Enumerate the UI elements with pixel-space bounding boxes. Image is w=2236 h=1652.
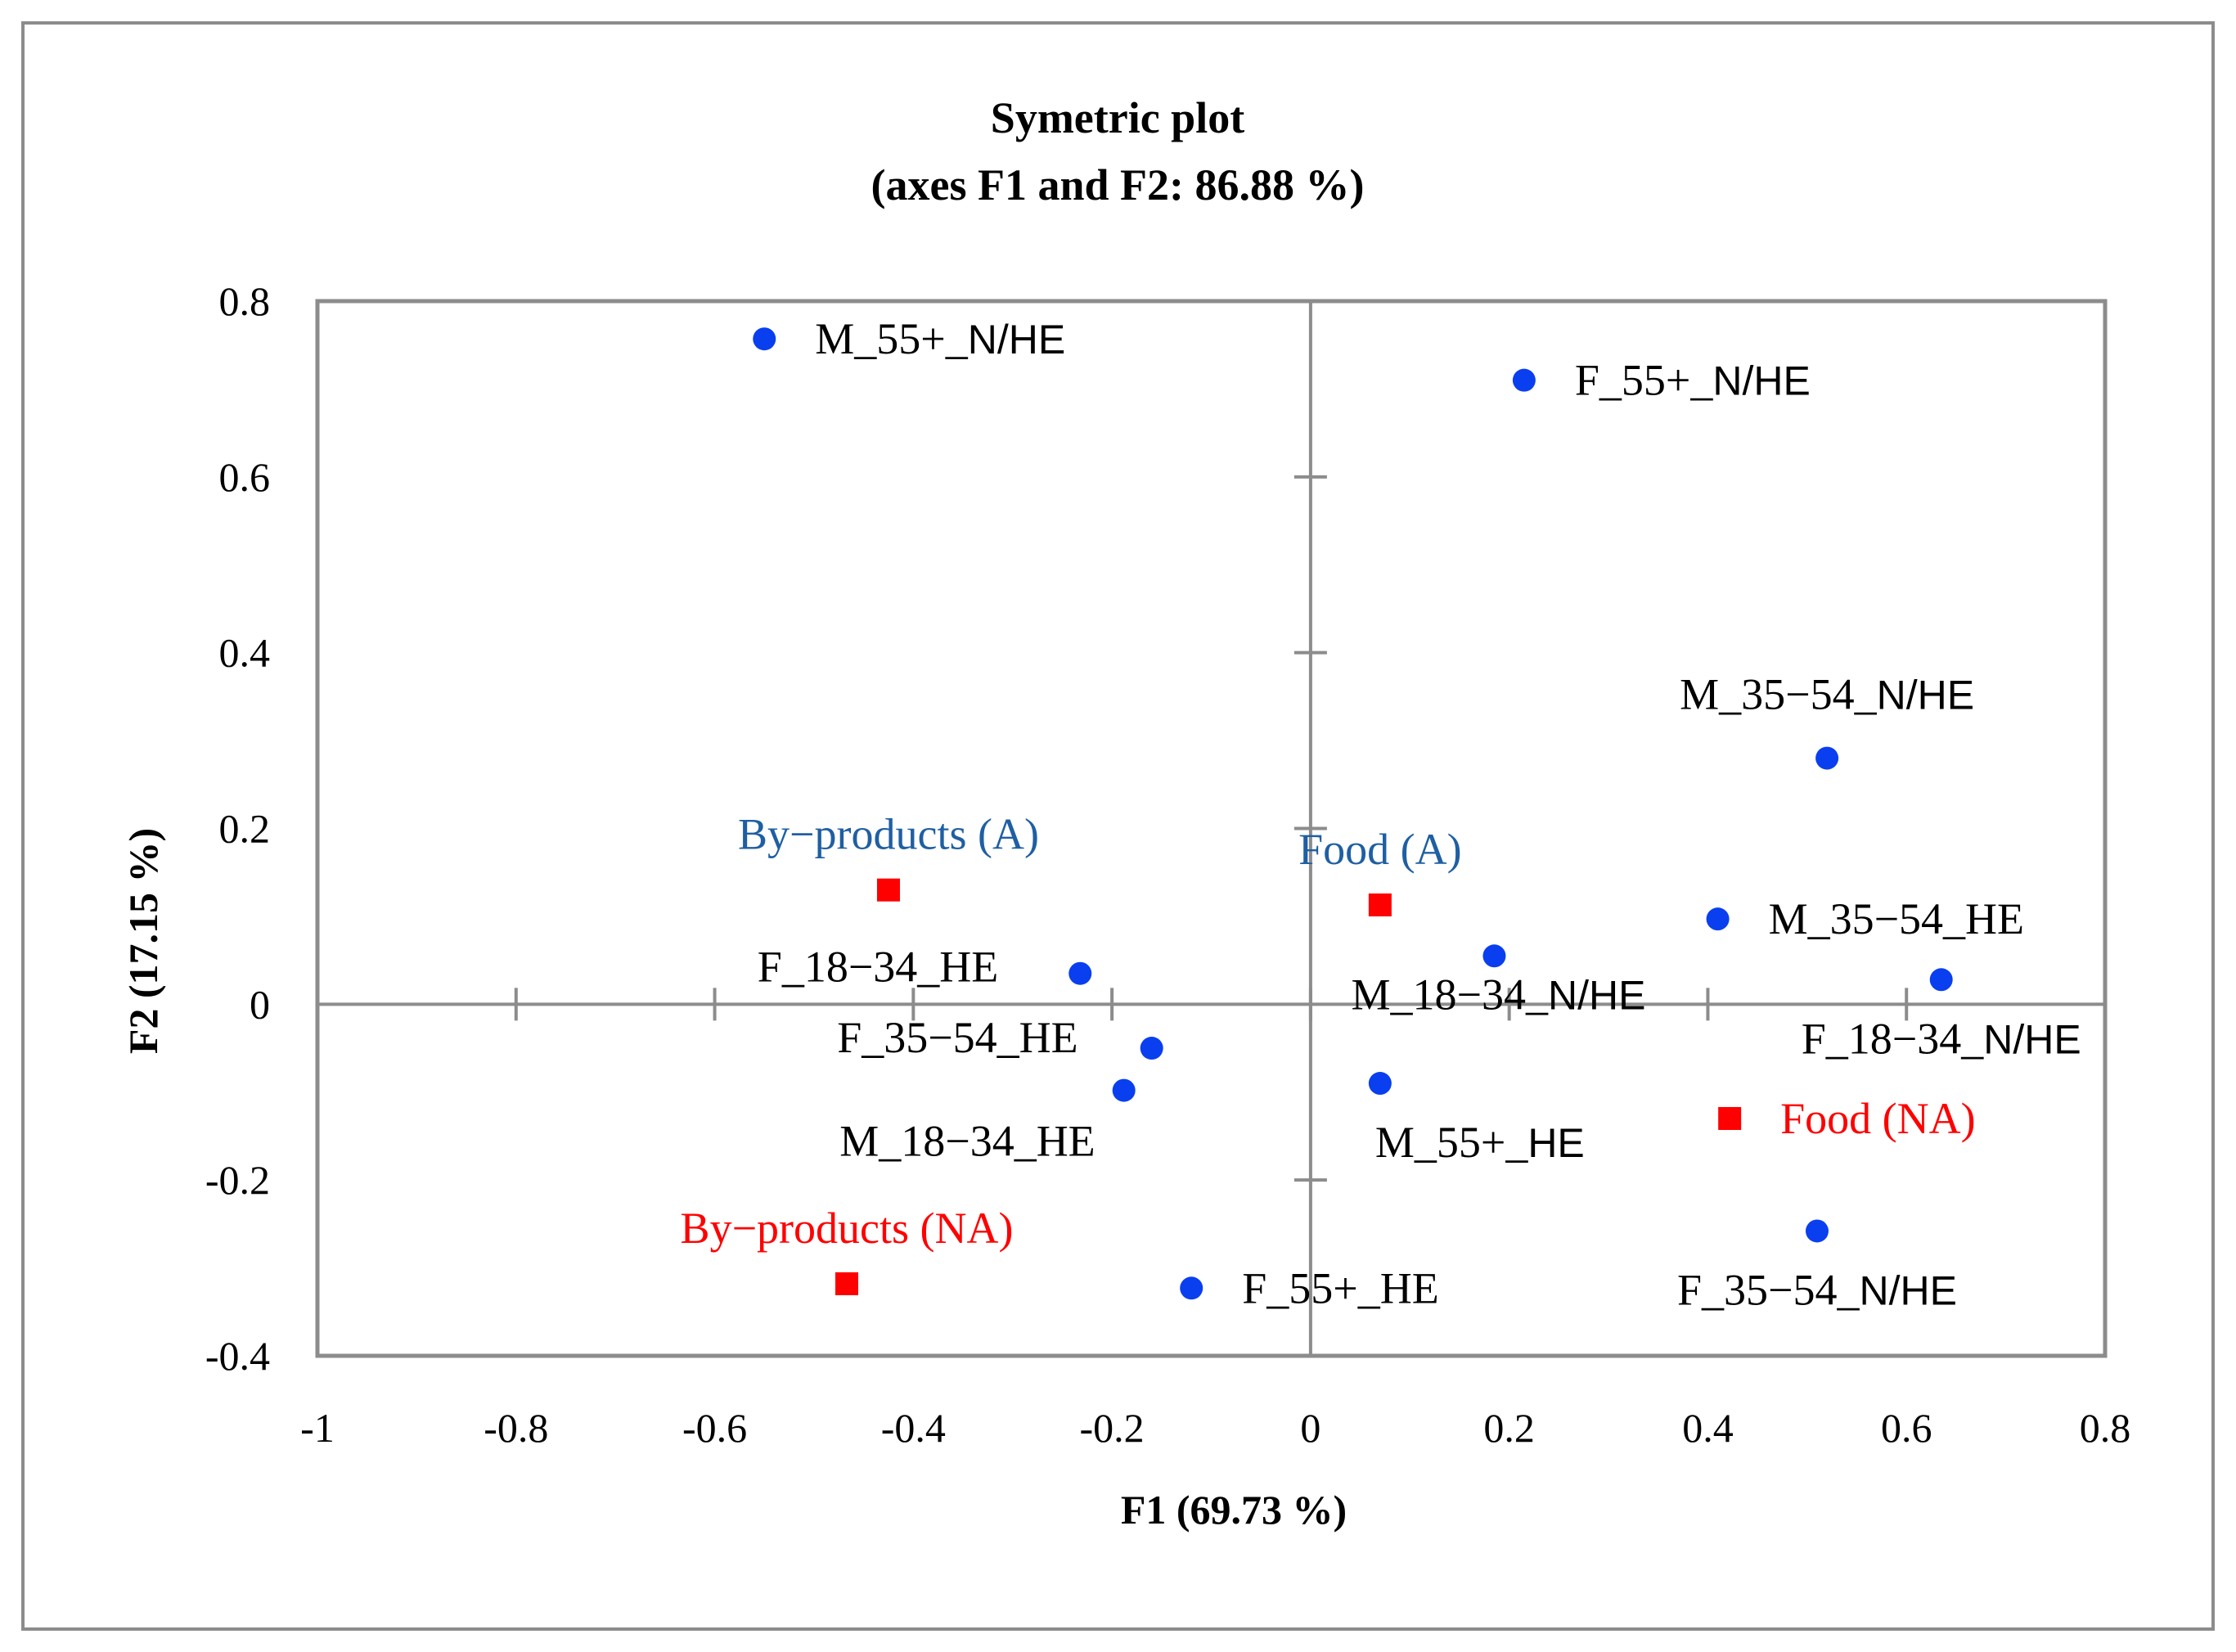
group-point [1805,1219,1829,1243]
category-label: By−products (A) [738,810,1039,859]
x-tick-label: -0.2 [1080,1405,1145,1451]
y-axis-title: F2 (17.15 %) [120,828,166,1054]
x-tick-label: -0.6 [682,1405,747,1451]
group-point [1706,907,1730,931]
point-label: M_55+_HE [1375,1118,1585,1167]
group-point [1069,961,1092,985]
group-point [1482,944,1506,968]
group-point [1368,1072,1392,1096]
point-label: F_35−54_N/HE [1677,1265,1957,1314]
group-point [1140,1037,1163,1060]
axis-layer [315,299,2108,1358]
group-point [1512,368,1536,392]
y-tick-label: 0 [250,981,270,1027]
point-label-suffix: N/HE [1712,358,1810,404]
group-point [1112,1078,1136,1102]
category-point [1718,1106,1742,1130]
x-tick-label: 0.6 [1881,1405,1932,1451]
point-label: F_55+_HE [1242,1263,1438,1312]
point-layer [753,327,1953,1300]
group-point [753,327,776,351]
group-point [1815,746,1839,770]
point-label-prefix: F_18−34_ [1802,1014,1984,1063]
category-point [835,1272,859,1295]
point-label: F_18−34_HE [758,943,998,992]
x-tick-label: 0.2 [1483,1405,1535,1451]
y-tick-label: 0.6 [219,454,271,500]
point-label-prefix: F_55+_HE [1242,1263,1438,1312]
group-point [1929,968,1953,992]
group-point [1180,1276,1203,1300]
point-label-prefix: F_18−34_HE [758,943,998,992]
point-label-prefix: M_35−54_HE [1769,894,2024,943]
point-label-suffix: N/HE [1877,673,1974,718]
point-label-prefix: M_55+_ [1375,1118,1528,1167]
point-label: M_35−54_HE [1769,894,2024,943]
chart-title: Symetric plot [991,93,1244,142]
category-label: Food (A) [1298,825,1462,874]
point-label: M_18−34_HE [839,1117,1095,1166]
point-label-suffix: HE [1527,1120,1584,1166]
category-label: By−products (NA) [681,1204,1014,1253]
y-tick-label: 0.8 [219,278,271,324]
category-point [876,878,900,902]
point-label-suffix: N/HE [1983,1016,2081,1062]
point-label-suffix: N/HE [1548,972,1645,1018]
point-label-prefix: M_35−54_ [1680,670,1877,719]
point-label: M_35−54_N/HE [1680,670,1974,719]
point-label-suffix: N/HE [968,317,1065,362]
x-tick-label: 0.4 [1682,1405,1734,1451]
point-label-prefix: M_18−34_HE [839,1117,1095,1166]
x-tick-label: 0.8 [2080,1405,2131,1451]
category-point [1368,893,1392,916]
point-label-prefix: F_35−54_HE [837,1013,1078,1062]
y-tick-label: 0.2 [219,806,271,852]
point-label-prefix: F_55+_ [1575,356,1713,405]
point-label: M_55+_N/HE [815,314,1065,363]
x-tick-label: -1 [300,1405,335,1451]
point-label: F_18−34_N/HE [1802,1014,2081,1063]
label-layer: M_55+_N/HEF_55+_N/HEM_35−54_N/HEM_35−54_… [681,314,2081,1314]
y-tick-label: 0.4 [219,630,271,676]
x-tick-label: -0.4 [881,1405,946,1451]
x-axis-title: F1 (69.73 %) [1121,1487,1347,1533]
category-label: Food (NA) [1780,1094,1976,1143]
point-label-prefix: F_35−54_ [1677,1265,1860,1314]
plot-area-border [315,299,2108,1358]
point-label-prefix: M_18−34_ [1352,970,1549,1019]
x-tick-label: -0.8 [484,1405,548,1451]
tick-layer: -1 -0.8 -0.6 -0.4 -0.2 0 0.2 0.4 0.6 0.8 -0.4 -0.2 0… [205,278,2130,1451]
y-tick-label: -0.4 [205,1333,270,1379]
chart-subtitle: (axes F1 and F2: 86.88 %) [871,160,1365,209]
y-tick-label: -0.2 [205,1157,270,1203]
point-label: F_55+_N/HE [1575,356,1811,405]
point-label-suffix: N/HE [1859,1267,1956,1313]
x-tick-label: 0 [1300,1405,1320,1451]
point-label-prefix: M_55+_ [815,314,968,363]
chart-frame [21,21,2215,1631]
point-label: F_35−54_HE [837,1013,1078,1062]
point-label: M_18−34_N/HE [1352,970,1646,1019]
